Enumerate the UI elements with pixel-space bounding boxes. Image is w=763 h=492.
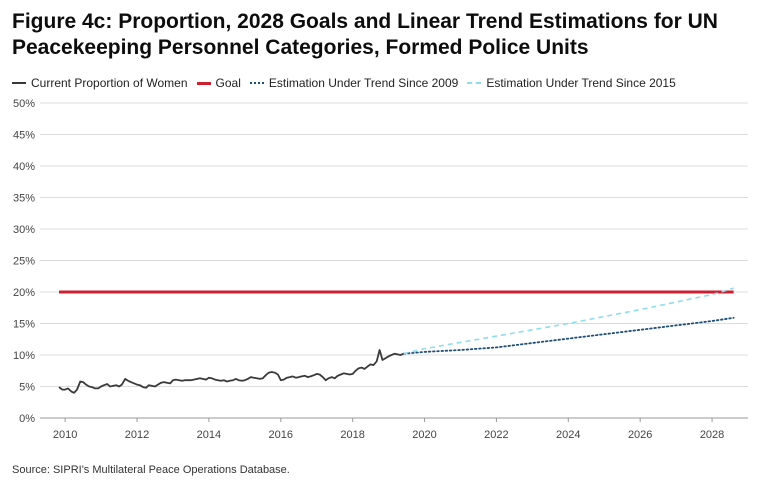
legend-label-goal: Goal xyxy=(215,76,241,90)
legend-item-trend-2015: Estimation Under Trend Since 2015 xyxy=(467,76,676,90)
legend-item-goal: Goal xyxy=(196,76,241,90)
legend-item-trend-2009: Estimation Under Trend Since 2009 xyxy=(249,76,459,90)
x-tick-label: 2014 xyxy=(197,429,221,441)
x-tick-label: 2016 xyxy=(269,429,293,441)
legend-label-current: Current Proportion of Women xyxy=(31,76,188,90)
legend-item-current: Current Proportion of Women xyxy=(12,76,188,90)
chart-legend: Current Proportion of Women Goal Estimat… xyxy=(12,75,685,91)
y-tick-label: 5% xyxy=(19,382,35,394)
legend-swatch-goal xyxy=(196,81,211,85)
x-tick-label: 2026 xyxy=(628,429,652,441)
legend-label-trend-2015: Estimation Under Trend Since 2015 xyxy=(486,76,676,90)
y-tick-label: 40% xyxy=(13,161,35,173)
x-tick-label: 2020 xyxy=(412,429,436,441)
legend-label-trend-2009: Estimation Under Trend Since 2009 xyxy=(268,76,459,90)
y-tick-label: 0% xyxy=(19,413,35,425)
source-note: Source: SIPRI's Multilateral Peace Opera… xyxy=(12,464,290,476)
y-tick-label: 45% xyxy=(13,130,35,142)
y-tick-label: 20% xyxy=(13,287,35,299)
legend-swatch-current xyxy=(12,82,26,84)
y-tick-label: 35% xyxy=(13,193,35,205)
x-tick-label: 2018 xyxy=(340,429,364,441)
series-line-trend-2015 xyxy=(403,287,734,355)
y-tick-label: 50% xyxy=(13,98,35,110)
legend-swatch-trend-2009 xyxy=(249,82,264,84)
y-tick-label: 25% xyxy=(13,256,35,268)
x-tick-label: 2024 xyxy=(556,429,580,441)
series-line-current xyxy=(58,349,405,394)
x-tick-label: 2012 xyxy=(125,429,149,441)
y-tick-label: 15% xyxy=(13,319,35,331)
x-tick-label: 2010 xyxy=(53,429,77,441)
y-tick-label: 30% xyxy=(13,224,35,236)
y-tick-label: 10% xyxy=(13,350,35,362)
chart-title: Figure 4c: Proportion, 2028 Goals and Li… xyxy=(12,10,718,59)
series-line-trend-2009 xyxy=(402,316,735,355)
legend-swatch-trend-2015 xyxy=(467,82,482,84)
x-tick-label: 2022 xyxy=(484,429,508,441)
x-tick-label: 2028 xyxy=(700,429,724,441)
